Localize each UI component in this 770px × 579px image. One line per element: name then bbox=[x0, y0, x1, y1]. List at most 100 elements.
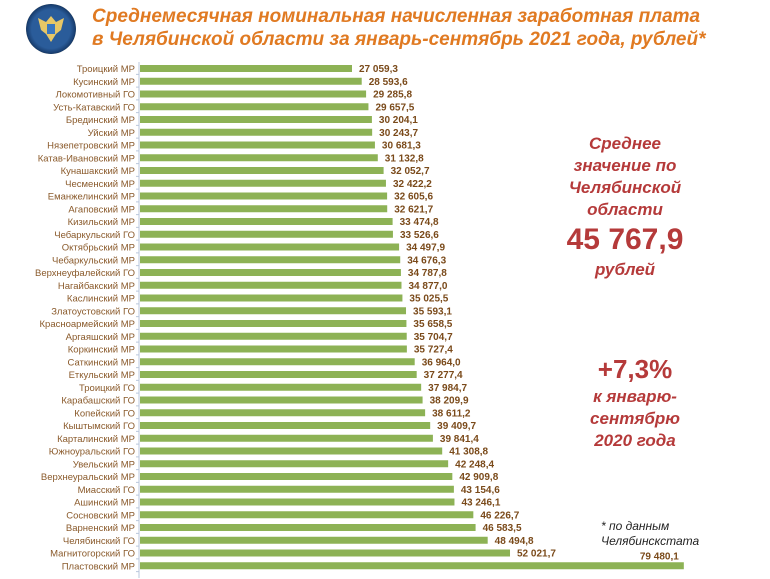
category-label: Пластовский МР bbox=[62, 561, 135, 572]
value-label: 37 277,4 bbox=[424, 370, 463, 381]
bar bbox=[140, 167, 384, 174]
category-label: Локомотивный ГО bbox=[56, 90, 135, 101]
category-label: Верхнеуральский МР bbox=[41, 472, 135, 483]
bar bbox=[140, 269, 401, 276]
value-label: 43 154,6 bbox=[461, 485, 500, 496]
category-label: Кыштымский ГО bbox=[63, 421, 135, 432]
category-label: Сосновский МР bbox=[66, 510, 135, 521]
category-label: Варненский МР bbox=[66, 523, 135, 534]
category-label: Каслинский МР bbox=[67, 294, 135, 305]
value-label: 36 964,0 bbox=[422, 357, 461, 368]
category-label: Троицкий ГО bbox=[79, 383, 135, 394]
category-label: Брединский МР bbox=[66, 115, 135, 126]
category-label: Чебаркульский ГО bbox=[54, 230, 135, 241]
emblem-logo bbox=[26, 4, 76, 54]
value-label: 32 422,2 bbox=[393, 179, 432, 190]
category-label: Ашинский МР bbox=[74, 498, 135, 509]
avg-line-1: Среднее bbox=[588, 134, 661, 153]
category-label: Миасский ГО bbox=[78, 485, 135, 496]
bar bbox=[140, 230, 393, 238]
bar bbox=[140, 536, 488, 544]
category-label: Еманжелинский МР bbox=[48, 192, 135, 203]
bar bbox=[140, 77, 362, 85]
value-label: 35 727,4 bbox=[414, 345, 453, 356]
category-label: Увельский МР bbox=[73, 459, 135, 470]
category-label: Катав-Ивановский МР bbox=[38, 153, 135, 164]
category-label: Кизильский МР bbox=[68, 217, 135, 228]
avg-value: 45 767,9 bbox=[566, 223, 684, 256]
title-line-2: в Челябинской области за январь-сентябрь… bbox=[92, 29, 706, 50]
category-label: Усть-Катавский ГО bbox=[53, 102, 135, 113]
category-label: Аргаяшский МР bbox=[66, 332, 135, 343]
value-label: 29 285,8 bbox=[373, 90, 412, 101]
category-label: Кусинский МР bbox=[73, 77, 135, 88]
bar bbox=[140, 498, 455, 506]
bar bbox=[140, 562, 684, 570]
value-label: 35 025,5 bbox=[409, 294, 448, 305]
bar bbox=[140, 409, 426, 417]
category-label: Верхнеуфалейский ГО bbox=[35, 268, 135, 279]
growth-block: +7,3% к январю- сентябрю 2020 года bbox=[560, 352, 710, 452]
value-label: 30 681,3 bbox=[382, 141, 421, 152]
bar bbox=[140, 371, 417, 378]
source-note: * по данным Челябинскстата bbox=[601, 519, 699, 549]
bar bbox=[140, 473, 453, 480]
note-line-1: * по данным bbox=[601, 519, 670, 533]
bar bbox=[140, 422, 431, 429]
bar bbox=[140, 434, 433, 442]
bar bbox=[140, 460, 449, 468]
category-label: Саткинский МР bbox=[67, 357, 135, 368]
value-label: 32 052,7 bbox=[391, 166, 430, 177]
bar bbox=[140, 128, 373, 136]
bar bbox=[140, 218, 393, 225]
value-label: 39 409,7 bbox=[437, 421, 476, 432]
value-label: 42 909,8 bbox=[459, 472, 498, 483]
bar bbox=[140, 396, 423, 404]
value-label: 37 984,7 bbox=[428, 383, 467, 394]
bar bbox=[140, 243, 400, 251]
category-label: Нязепетровский МР bbox=[47, 141, 135, 152]
value-label: 46 583,5 bbox=[483, 523, 522, 534]
category-label: Красноармейский МР bbox=[40, 319, 135, 330]
category-label: Чесменский МР bbox=[65, 179, 135, 190]
value-label: 29 657,5 bbox=[375, 102, 414, 113]
avg-unit: рублей bbox=[594, 260, 656, 279]
growth-line-3: 2020 года bbox=[594, 431, 676, 450]
bar bbox=[140, 345, 407, 353]
bar bbox=[140, 65, 352, 72]
bar bbox=[140, 103, 369, 111]
value-label: 31 132,8 bbox=[385, 153, 424, 164]
category-label: Кунашакский МР bbox=[61, 166, 135, 177]
category-label: Челябинский ГО bbox=[63, 536, 135, 547]
avg-line-4: области bbox=[587, 200, 663, 219]
value-label: 34 877,0 bbox=[408, 281, 447, 292]
value-label: 34 676,3 bbox=[407, 255, 446, 266]
bar bbox=[140, 141, 375, 149]
value-label: 32 621,7 bbox=[394, 204, 433, 215]
bar bbox=[140, 524, 476, 531]
bar bbox=[140, 307, 407, 315]
bar bbox=[140, 154, 378, 162]
avg-line-3: Челябинской bbox=[568, 178, 682, 197]
bar bbox=[140, 256, 401, 264]
category-label: Коркинский МР bbox=[68, 345, 135, 356]
avg-line-2: значение по bbox=[573, 156, 677, 175]
category-label: Уйский МР bbox=[88, 128, 135, 139]
growth-value: +7,3% bbox=[597, 354, 673, 384]
value-label: 33 474,8 bbox=[400, 217, 439, 228]
value-label: 43 246,1 bbox=[461, 498, 500, 509]
value-label: 35 704,7 bbox=[414, 332, 453, 343]
category-label: Троицкий МР bbox=[77, 64, 135, 75]
category-label: Карталинский МР bbox=[57, 434, 135, 445]
value-label: 30 204,1 bbox=[379, 115, 418, 126]
bar bbox=[140, 549, 511, 557]
value-label: 52 021,7 bbox=[517, 549, 556, 560]
value-label: 42 248,4 bbox=[455, 459, 494, 470]
value-label: 35 593,1 bbox=[413, 306, 452, 317]
category-label: Октябрьский МР bbox=[62, 243, 135, 254]
value-label: 38 611,2 bbox=[432, 408, 471, 419]
value-label: 27 059,3 bbox=[359, 64, 398, 75]
bar bbox=[140, 332, 407, 340]
bar bbox=[140, 383, 422, 391]
